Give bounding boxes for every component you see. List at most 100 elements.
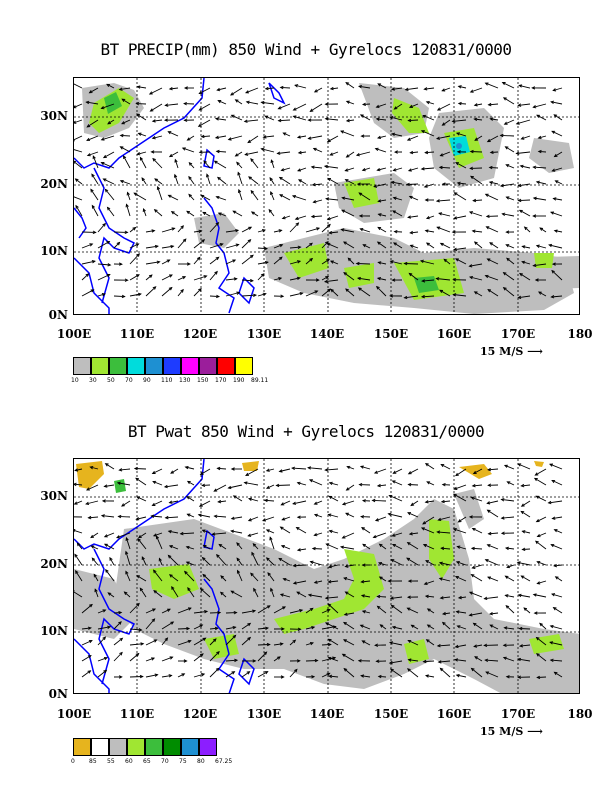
wind-vector-head [307,593,312,597]
wind-vector-head [260,273,265,277]
wind-vector-head [422,544,427,548]
wind-vector-head [484,82,489,86]
wind-vector-head [277,118,282,123]
wind-vector [452,119,467,122]
wind-vector [458,596,467,599]
wind-vector-head [250,189,255,194]
wind-vector [424,183,435,188]
wind-vector-head [505,230,510,234]
wind-vector-head [473,117,478,121]
wind-vector-head [91,260,96,264]
wind-vector-head [470,667,475,672]
wind-vector-head [230,590,235,594]
wind-vector-head [107,625,112,629]
wind-vector [174,159,179,169]
wind-vector [305,227,320,233]
wind-vector-head [180,225,184,229]
wind-vector [187,587,195,598]
x-label-140e-top: 140E [309,327,345,341]
wind-vector-head [441,621,446,626]
wind-vector [225,259,236,265]
wind-vector [506,196,515,201]
wind-vector-head [153,589,158,594]
wind-vector-head [230,92,234,96]
wind-vector-head [532,165,537,169]
wind-vector-head [553,114,558,118]
wind-vector-head [247,139,252,144]
wind-vector-head [251,551,255,556]
wind-vector [186,561,195,566]
wind-vector [109,557,115,566]
precip-legend-swatch [91,357,109,375]
wind-vector [74,554,83,566]
wind-vector [407,607,419,614]
wind-vector [129,227,136,233]
wind-vector [124,591,131,598]
y-label-0n-bottom: 0N [48,687,68,701]
wind-vector-head [388,494,393,499]
wind-vector [454,192,467,201]
wind-vector [90,189,99,201]
wind-vector [216,196,227,201]
precip-shading-gray [82,83,579,314]
wind-vector [206,174,211,185]
wind-vector [250,572,259,582]
wind-vector-head [471,527,476,531]
wind-vector-head [358,214,363,218]
wind-vector-head [151,119,156,123]
wind-vector-head [167,131,172,135]
wind-vector [440,242,451,249]
wind-vector-head [295,222,300,227]
wind-vector [321,276,329,281]
wind-vector [74,591,83,598]
wind-vector-head [423,581,428,586]
wind-vector-head [499,133,504,138]
wind-vector-head [515,121,520,125]
y-label-30n-top: 30N [40,109,68,123]
wind-vector [74,135,83,141]
wind-vector-head [260,100,265,105]
wind-vector [536,114,547,121]
wind-vector [75,468,83,471]
wind-vector [524,226,531,233]
wind-vector-head [392,196,397,200]
x-label-110e-top: 110E [119,327,155,341]
wind-vector [209,638,217,646]
wind-vector-head [86,137,91,142]
wind-vector-head [485,671,490,675]
wind-vector [74,500,83,505]
wind-vector-head [455,162,460,166]
wind-vector [421,167,435,170]
wind-vector [297,548,307,551]
wind-vector-head [88,603,93,608]
wind-vector-head [87,626,92,630]
wind-vector-head [361,563,366,567]
wind-vector-head [468,613,473,617]
wind-vector-head [361,499,366,503]
wind-vector-head [233,610,238,615]
wind-vector-head [517,103,522,107]
wind-vector-head [292,639,297,644]
wind-vector-head [378,561,383,566]
wind-vector [326,198,339,201]
wind-vector-head [278,277,283,281]
wind-vector [168,555,179,566]
wind-vector-head [199,653,204,657]
wind-vector [225,292,240,297]
wind-vector-head [378,543,383,548]
wind-vector-head [468,591,473,595]
wind-vector-head [473,644,478,648]
wind-vector-head [234,99,239,103]
wind-vector [345,591,355,598]
wind-vector-head [329,152,334,156]
wind-vector-head [486,258,491,262]
wind-vector [248,176,259,185]
wind-vector-head [296,276,301,281]
wind-vector-head [212,638,217,642]
wind-vector-head [133,466,138,471]
wind-vector-head [309,641,314,646]
wind-vector [152,468,163,474]
wind-vector [390,116,403,121]
wind-vector [485,659,499,662]
wind-vector [321,241,329,249]
